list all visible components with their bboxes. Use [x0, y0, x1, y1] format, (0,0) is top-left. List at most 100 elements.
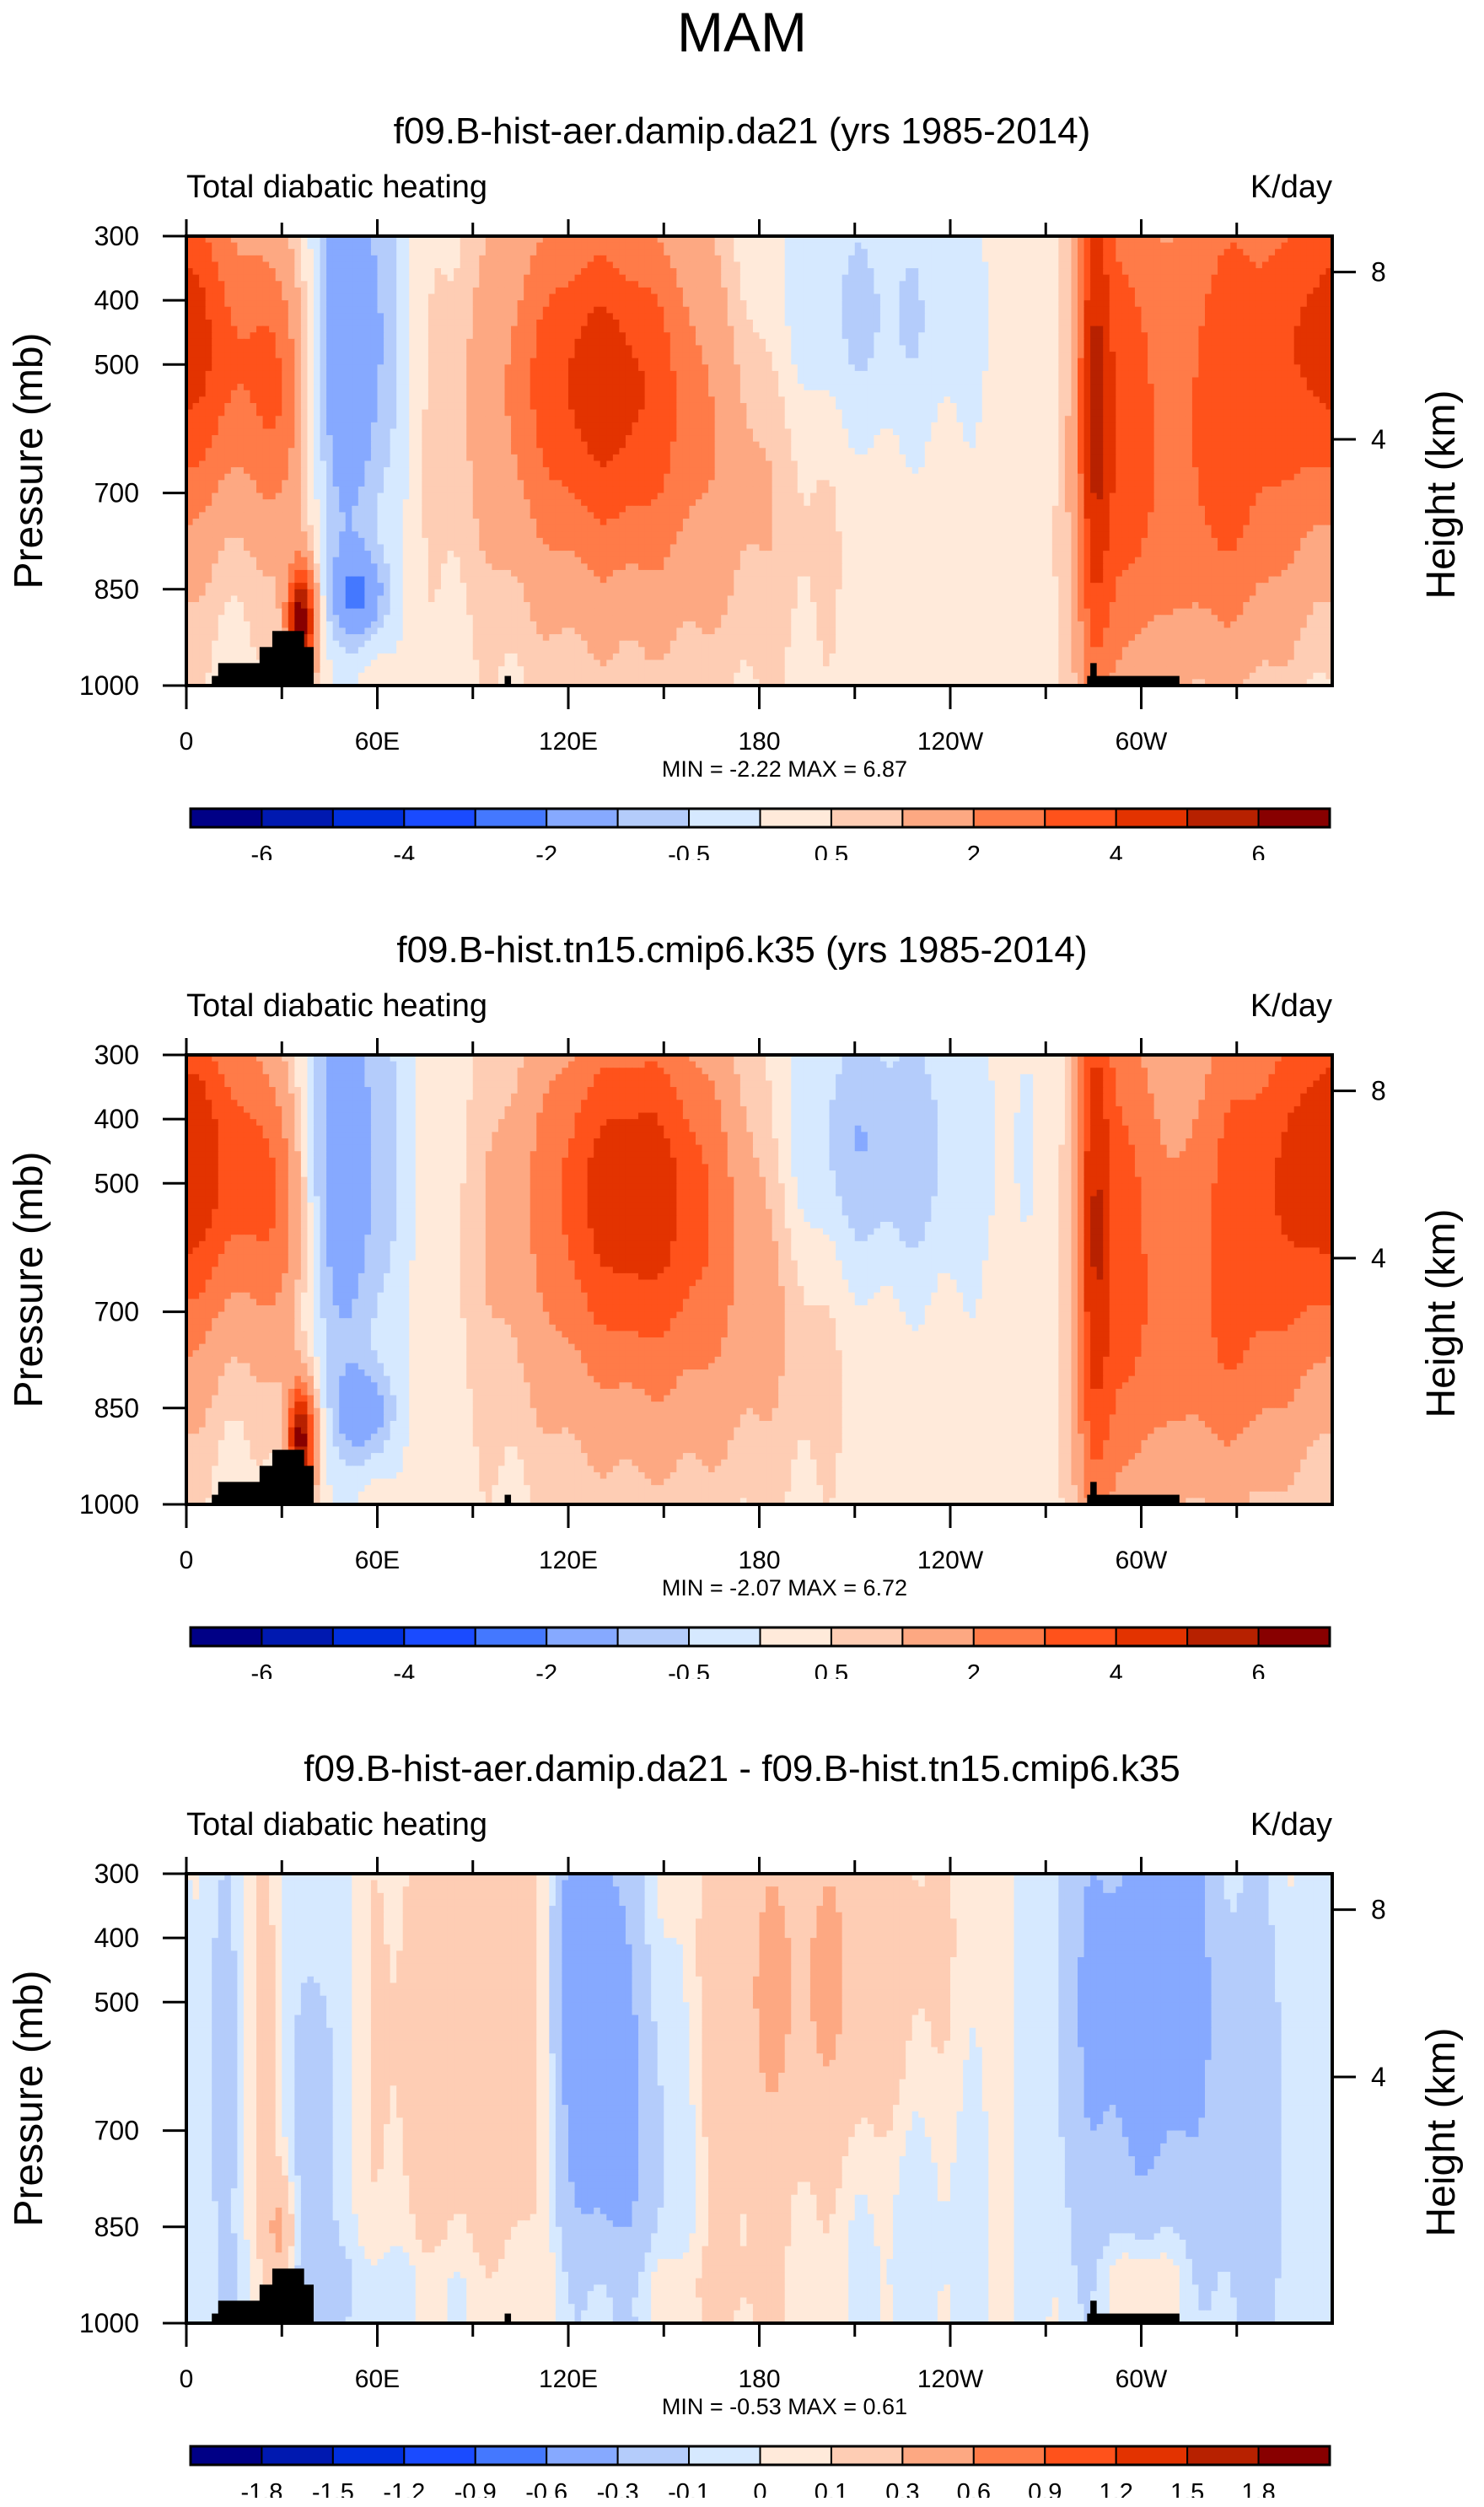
contour-cell: [1096, 319, 1104, 327]
contour-cell: [664, 242, 671, 250]
contour-cell: [218, 332, 225, 340]
contour-cell: [1306, 345, 1314, 352]
contour-cell: [1230, 352, 1238, 359]
contour-cell: [1249, 396, 1256, 404]
contour-cell: [466, 319, 474, 327]
contour-cell: [1026, 409, 1034, 417]
contour-cell: [492, 268, 499, 276]
contour-cell: [441, 390, 449, 397]
contour-cell: [1191, 370, 1200, 379]
contour-cell: [1141, 384, 1148, 391]
contour-cell: [530, 332, 537, 340]
contour-cell: [976, 287, 983, 295]
contour-cell: [784, 364, 792, 372]
contour-cell: [587, 268, 594, 276]
contour-cell: [332, 236, 340, 244]
contour-cell: [606, 242, 614, 250]
contour-cell: [1160, 402, 1168, 411]
contour-cell: [250, 300, 257, 308]
contour-cell: [1103, 325, 1110, 333]
contour-cell: [702, 370, 709, 379]
contour-cell: [1103, 345, 1110, 352]
contour-cell: [804, 255, 811, 263]
contour-cell: [638, 338, 646, 347]
contour-cell: [447, 370, 454, 379]
contour-cell: [988, 364, 996, 372]
contour-cell: [370, 325, 379, 333]
contour-cell: [282, 364, 289, 372]
contour-cell: [931, 396, 938, 404]
contour-cell: [956, 268, 964, 276]
contour-cell: [205, 396, 212, 404]
contour-cell: [651, 313, 659, 320]
contour-cell: [288, 274, 295, 282]
contour-cell: [1211, 396, 1218, 404]
contour-cell: [879, 287, 888, 295]
contour-cell: [352, 338, 359, 347]
contour-cell: [1090, 390, 1098, 397]
contour-cell: [1288, 364, 1295, 372]
contour-cell: [492, 261, 499, 269]
contour-cell: [587, 242, 594, 250]
contour-cell: [1306, 236, 1314, 244]
contour-cell: [1306, 338, 1314, 347]
contour-cell: [931, 390, 938, 397]
contour-cell: [1249, 293, 1256, 301]
contour-cell: [332, 396, 340, 404]
contour-cell: [1173, 236, 1180, 244]
contour-cell: [1268, 300, 1276, 308]
contour-cell: [1033, 306, 1040, 314]
contour-cell: [562, 268, 569, 276]
contour-cell: [212, 409, 219, 417]
contour-cell: [963, 338, 971, 347]
contour-cell: [632, 390, 639, 397]
contour-cell: [809, 390, 818, 397]
contour-cell: [644, 281, 652, 288]
contour-cell: [447, 364, 454, 372]
contour-cell: [988, 377, 996, 385]
contour-cell: [339, 370, 347, 379]
contour-cell: [262, 345, 270, 352]
contour-cell: [262, 242, 270, 250]
contour-cell: [402, 358, 410, 365]
contour-cell: [199, 370, 207, 379]
contour-cell: [511, 377, 519, 385]
contour-cell: [612, 325, 620, 333]
contour-cell: [511, 249, 519, 256]
contour-cell: [682, 409, 691, 417]
contour-cell: [1064, 274, 1073, 282]
contour-cell: [823, 242, 831, 250]
contour-cell: [714, 242, 722, 250]
contour-cell: [370, 396, 379, 404]
contour-cell: [300, 332, 309, 340]
contour-cell: [1046, 345, 1053, 352]
contour-cell: [415, 319, 422, 327]
contour-cell: [562, 313, 569, 320]
contour-cell: [886, 249, 894, 256]
contour-cell: [250, 338, 257, 347]
contour-cell: [739, 268, 747, 276]
contour-cell: [485, 293, 492, 301]
contour-cell: [1090, 287, 1098, 295]
contour-cell: [358, 358, 365, 365]
contour-cell: [205, 236, 212, 244]
contour-cell: [823, 287, 831, 295]
contour-cell: [1268, 332, 1276, 340]
contour-cell: [1083, 319, 1091, 327]
contour-cell: [568, 281, 576, 288]
contour-cell: [816, 345, 824, 352]
contour-cell: [600, 261, 607, 269]
contour-cell: [1134, 345, 1143, 352]
contour-cell: [879, 370, 888, 379]
contour-cell: [1096, 306, 1104, 314]
contour-cell: [434, 377, 442, 385]
contour-cell: [524, 274, 531, 282]
contour-cell: [924, 390, 932, 397]
contour-cell: [1039, 402, 1046, 411]
contour-cell: [1014, 300, 1021, 308]
contour-cell: [784, 370, 792, 379]
contour-cell: [345, 352, 352, 359]
contour-cell: [804, 358, 811, 365]
contour-cell: [924, 370, 932, 379]
contour-cell: [269, 313, 277, 320]
